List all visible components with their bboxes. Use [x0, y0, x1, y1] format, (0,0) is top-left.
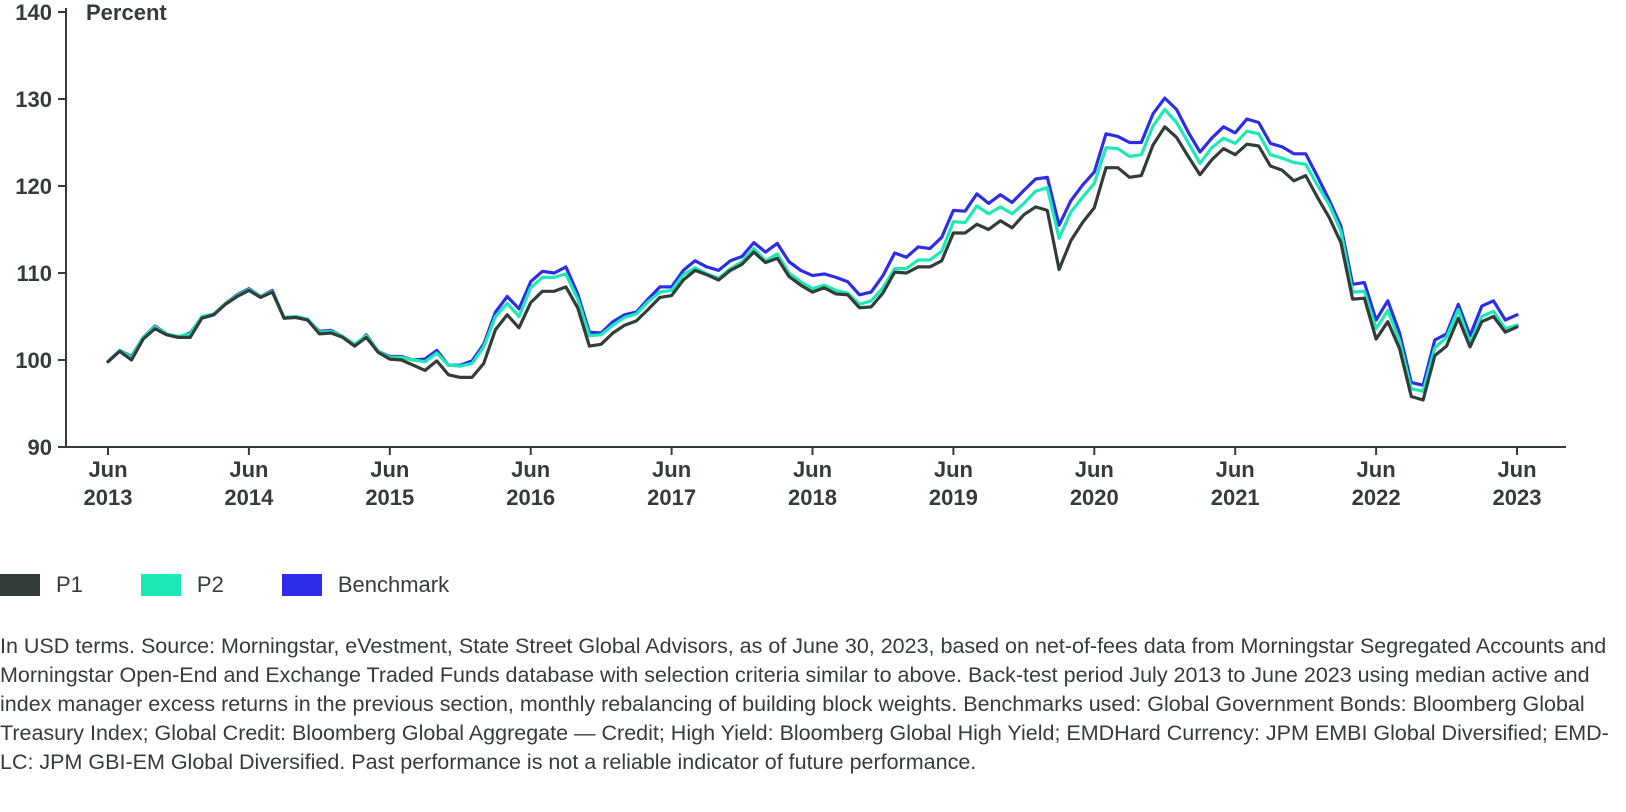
x-tick-label-year: 2023	[1493, 485, 1542, 510]
x-tick-label-month: Jun	[88, 457, 127, 482]
y-tick-label: 100	[15, 348, 52, 373]
x-tick-label-month: Jun	[934, 457, 973, 482]
x-tick-label-year: 2021	[1211, 485, 1260, 510]
x-tick-label-year: 2019	[929, 485, 978, 510]
x-tick-label-month: Jun	[1357, 457, 1396, 482]
y-tick-label: 90	[28, 435, 52, 460]
x-tick-label-year: 2015	[365, 485, 414, 510]
x-tick-label-year: 2017	[647, 485, 696, 510]
x-tick-label-month: Jun	[652, 457, 691, 482]
x-tick-label-year: 2022	[1352, 485, 1401, 510]
x-tick-label-year: 2014	[224, 485, 274, 510]
x-tick-label-year: 2018	[788, 485, 837, 510]
y-axis-label: Percent	[86, 0, 167, 25]
legend-swatch-p1	[0, 574, 40, 596]
y-axis: 90 100 110 120 130 140	[15, 0, 67, 460]
x-tick-label-month: Jun	[1497, 457, 1536, 482]
x-tick-label-month: Jun	[229, 457, 268, 482]
series-layer	[106, 96, 1519, 402]
x-tick-label-year: 2020	[1070, 485, 1119, 510]
x-tick-label-month: Jun	[793, 457, 832, 482]
x-axis: Jun 2013 Jun 2014 Jun 2015 Jun 2016 Jun 2017 Jun 20…	[66, 446, 1566, 510]
legend-swatch-p2	[140, 574, 181, 596]
y-tick-label: 110	[17, 261, 53, 286]
x-tick-label-month: Jun	[1216, 457, 1255, 482]
series-line-p2	[106, 107, 1519, 393]
series-line-p1	[106, 125, 1519, 402]
x-tick-label-year: 2013	[84, 485, 133, 510]
x-tick-label-month: Jun	[511, 457, 550, 482]
x-tick-label-year: 2016	[506, 485, 555, 510]
y-tick-label: 130	[15, 87, 52, 112]
legend-label-p1: P1	[56, 572, 83, 597]
legend-label-p2: P2	[196, 572, 224, 597]
legend-item-benchmark: Benchmark	[281, 572, 450, 598]
x-tick-label-month: Jun	[370, 457, 409, 482]
source-footnote: In USD terms. Source: Morningstar, eVest…	[0, 634, 1609, 774]
y-tick-label: 140	[15, 0, 52, 25]
series-line-benchmark	[106, 96, 1519, 387]
legend-label-benchmark: Benchmark	[337, 572, 450, 597]
x-tick-label-month: Jun	[1075, 457, 1114, 482]
legend-item-p1: P1	[0, 572, 83, 598]
legend-item-p2: P2	[140, 572, 224, 598]
legend-swatch-benchmark	[281, 574, 322, 596]
legend: P1 P2 Benchmark	[0, 572, 507, 598]
y-tick-label: 120	[15, 174, 52, 199]
